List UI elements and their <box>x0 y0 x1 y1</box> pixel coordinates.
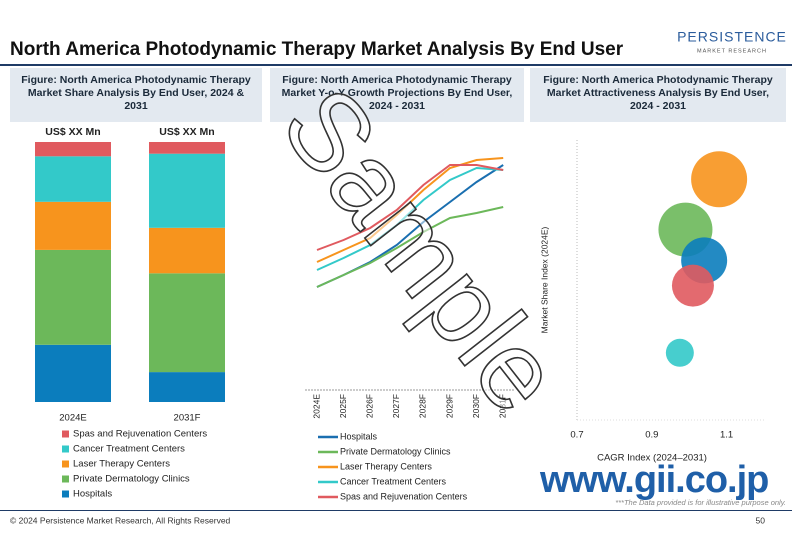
slide-title: North America Photodynamic Therapy Marke… <box>10 39 624 60</box>
panel-title: Market Share Analysis By End User, 2024 … <box>28 87 245 99</box>
panel-title: Market Y-o-Y Growth Projections By End U… <box>282 87 513 99</box>
y-axis-label: Market Share Index (2024E) <box>539 226 549 333</box>
legend-label: Hospitals <box>340 431 378 441</box>
panel-title: Figure: North America Photodynamic Thera… <box>543 74 773 86</box>
panel-title: 2024 - 2031 <box>630 100 686 112</box>
charts: Figure: North America Photodynamic Thera… <box>21 74 773 502</box>
legend-label: Cancer Treatment Centers <box>340 476 447 486</box>
panel-title: 2031 <box>124 100 148 112</box>
x-tick-label: 2031F <box>174 413 201 424</box>
x-tick-label: 2030F <box>471 394 481 418</box>
site-watermark: www.gii.co.jp <box>539 459 768 501</box>
panel-title: 2024 - 2031 <box>369 100 425 112</box>
bubble <box>665 338 694 367</box>
page-number: 50 <box>756 515 766 525</box>
line <box>316 166 504 271</box>
x-tick-label: 2031F <box>497 394 507 418</box>
panel-header <box>10 68 262 122</box>
logo-box <box>684 18 780 58</box>
legend-swatch <box>62 460 69 468</box>
bar-label: US$ XX Mn <box>159 126 214 138</box>
legend-label: Private Dermatology Clinics <box>73 474 190 485</box>
logo: PERSISTENCE <box>677 29 787 45</box>
x-tick-label: 2024E <box>59 413 86 424</box>
legend-swatch <box>62 445 69 453</box>
bar-segment <box>149 273 225 373</box>
x-tick-label: 1.1 <box>720 430 733 441</box>
bar-segment <box>149 372 225 402</box>
bar-segment <box>35 142 111 157</box>
bar-segment <box>35 249 111 345</box>
panel-title: Figure: North America Photodynamic Thera… <box>21 74 251 86</box>
header-rule <box>0 64 792 66</box>
legend-swatch <box>62 430 69 438</box>
legend-swatch <box>62 490 69 498</box>
bar-segment <box>149 142 225 154</box>
legend-label: Spas and Rejuvenation Centers <box>340 491 468 501</box>
footer: © 2024 Persistence Market Research, All … <box>10 515 231 525</box>
panel-header <box>270 68 524 122</box>
logo-sub: MARKET RESEARCH <box>697 48 767 54</box>
x-tick-label: 2024E <box>311 394 321 419</box>
panel-title: Figure: North America Photodynamic Thera… <box>282 74 512 86</box>
x-tick-label: 2027F <box>391 394 401 418</box>
x-tick-label: 0.7 <box>570 430 583 441</box>
legend-label: Cancer Treatment Centers <box>73 444 185 455</box>
x-axis-label: CAGR Index (2024–2031) <box>597 453 707 464</box>
panel-title: Market Attractiveness Analysis By End Us… <box>547 87 769 99</box>
line <box>316 206 504 288</box>
x-tick-label: 2029F <box>444 394 454 418</box>
legend-label: Hospitals <box>73 489 112 500</box>
bubble <box>671 264 714 307</box>
legend-label: Laser Therapy Centers <box>73 459 170 470</box>
footer-rule <box>0 510 792 511</box>
bar-segment <box>149 227 225 274</box>
line <box>316 164 504 251</box>
legend-swatch <box>62 475 69 483</box>
legend-label: Spas and Rejuvenation Centers <box>73 429 207 440</box>
panel-header <box>530 68 786 122</box>
bar-segment <box>35 201 111 250</box>
x-tick-label: 2025F <box>338 394 348 418</box>
x-tick-label: 0.9 <box>645 430 658 441</box>
bar-segment <box>35 156 111 202</box>
bar-segment <box>35 344 111 402</box>
bar-segment <box>149 153 225 228</box>
x-tick-label: 2026F <box>364 394 374 418</box>
x-tick-label: 2028F <box>418 394 428 418</box>
line <box>316 157 504 263</box>
bar-label: US$ XX Mn <box>45 126 100 138</box>
note: ***The Data provided is for illustrative… <box>615 498 786 507</box>
legend-label: Private Dermatology Clinics <box>340 446 451 456</box>
bubble <box>691 151 748 208</box>
legend-label: Laser Therapy Centers <box>340 461 432 471</box>
